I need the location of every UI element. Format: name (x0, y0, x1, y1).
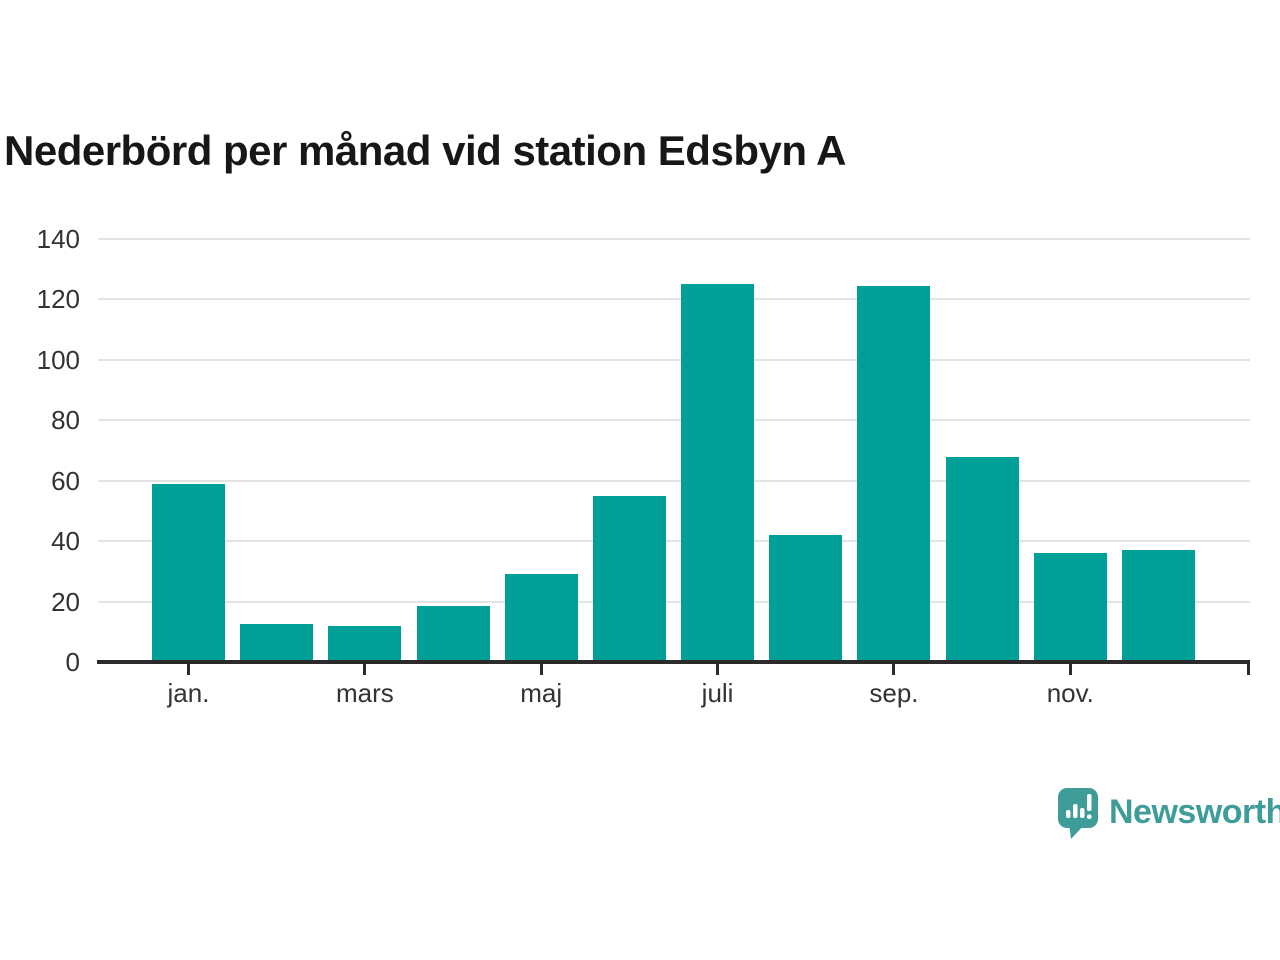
bar-month-12 (1121, 550, 1195, 662)
bar-month-10 (945, 456, 1019, 662)
bar-month-11 (1033, 553, 1107, 662)
gridline-y-120 (98, 298, 1250, 301)
chart-title: Nederbörd per månad vid station Edsbyn A (4, 127, 846, 174)
bar-month-6 (592, 495, 666, 662)
gridline-y-80 (98, 419, 1250, 422)
bar-month-5 (504, 574, 578, 662)
bar-month-4 (416, 606, 490, 662)
x-tick-label: mars (335, 678, 394, 708)
bar-month-2 (240, 624, 314, 662)
x-axis-line (97, 660, 1250, 664)
bar-month-9 (857, 285, 931, 662)
x-tick-nov (1068, 664, 1072, 675)
gridline-y-40 (98, 540, 1250, 543)
y-tick-label: 100 (36, 344, 80, 375)
x-tick-mars (363, 664, 367, 675)
y-tick-label: 40 (51, 526, 80, 557)
x-tick-maj (539, 664, 543, 675)
bar-month-7 (681, 284, 755, 662)
gridline-y-60 (98, 479, 1250, 482)
x-axis-end-tick (1247, 660, 1250, 675)
bar-month-8 (769, 535, 843, 662)
x-tick-label: sep. (869, 678, 919, 708)
x-tick-sep (892, 664, 896, 675)
gridline-y-100 (98, 358, 1250, 361)
bar-month-1 (152, 483, 225, 662)
y-tick-label: 0 (65, 647, 80, 677)
bar-month-3 (328, 625, 402, 662)
x-tick-label: jan. (167, 678, 210, 708)
x-tick-juli (716, 664, 720, 675)
y-tick-label: 20 (51, 586, 80, 617)
x-tick-jan (187, 664, 190, 675)
y-tick-label: 60 (51, 465, 80, 496)
newsworthy-logo: Newsworthy (1056, 786, 1280, 839)
y-tick-label: 120 (36, 284, 80, 315)
y-tick-label: 140 (36, 224, 80, 254)
newsworthy-logo-text: Newsworthy (1109, 793, 1280, 831)
newsworthy-speech-bubble-chart-icon (1058, 788, 1098, 839)
x-tick-label: nov. (1046, 678, 1094, 708)
x-tick-label: maj (520, 678, 563, 708)
x-tick-label: juli (701, 678, 734, 708)
gridline-y-20 (98, 600, 1250, 603)
y-tick-label: 80 (51, 405, 80, 436)
gridline-y-140 (98, 238, 1250, 240)
